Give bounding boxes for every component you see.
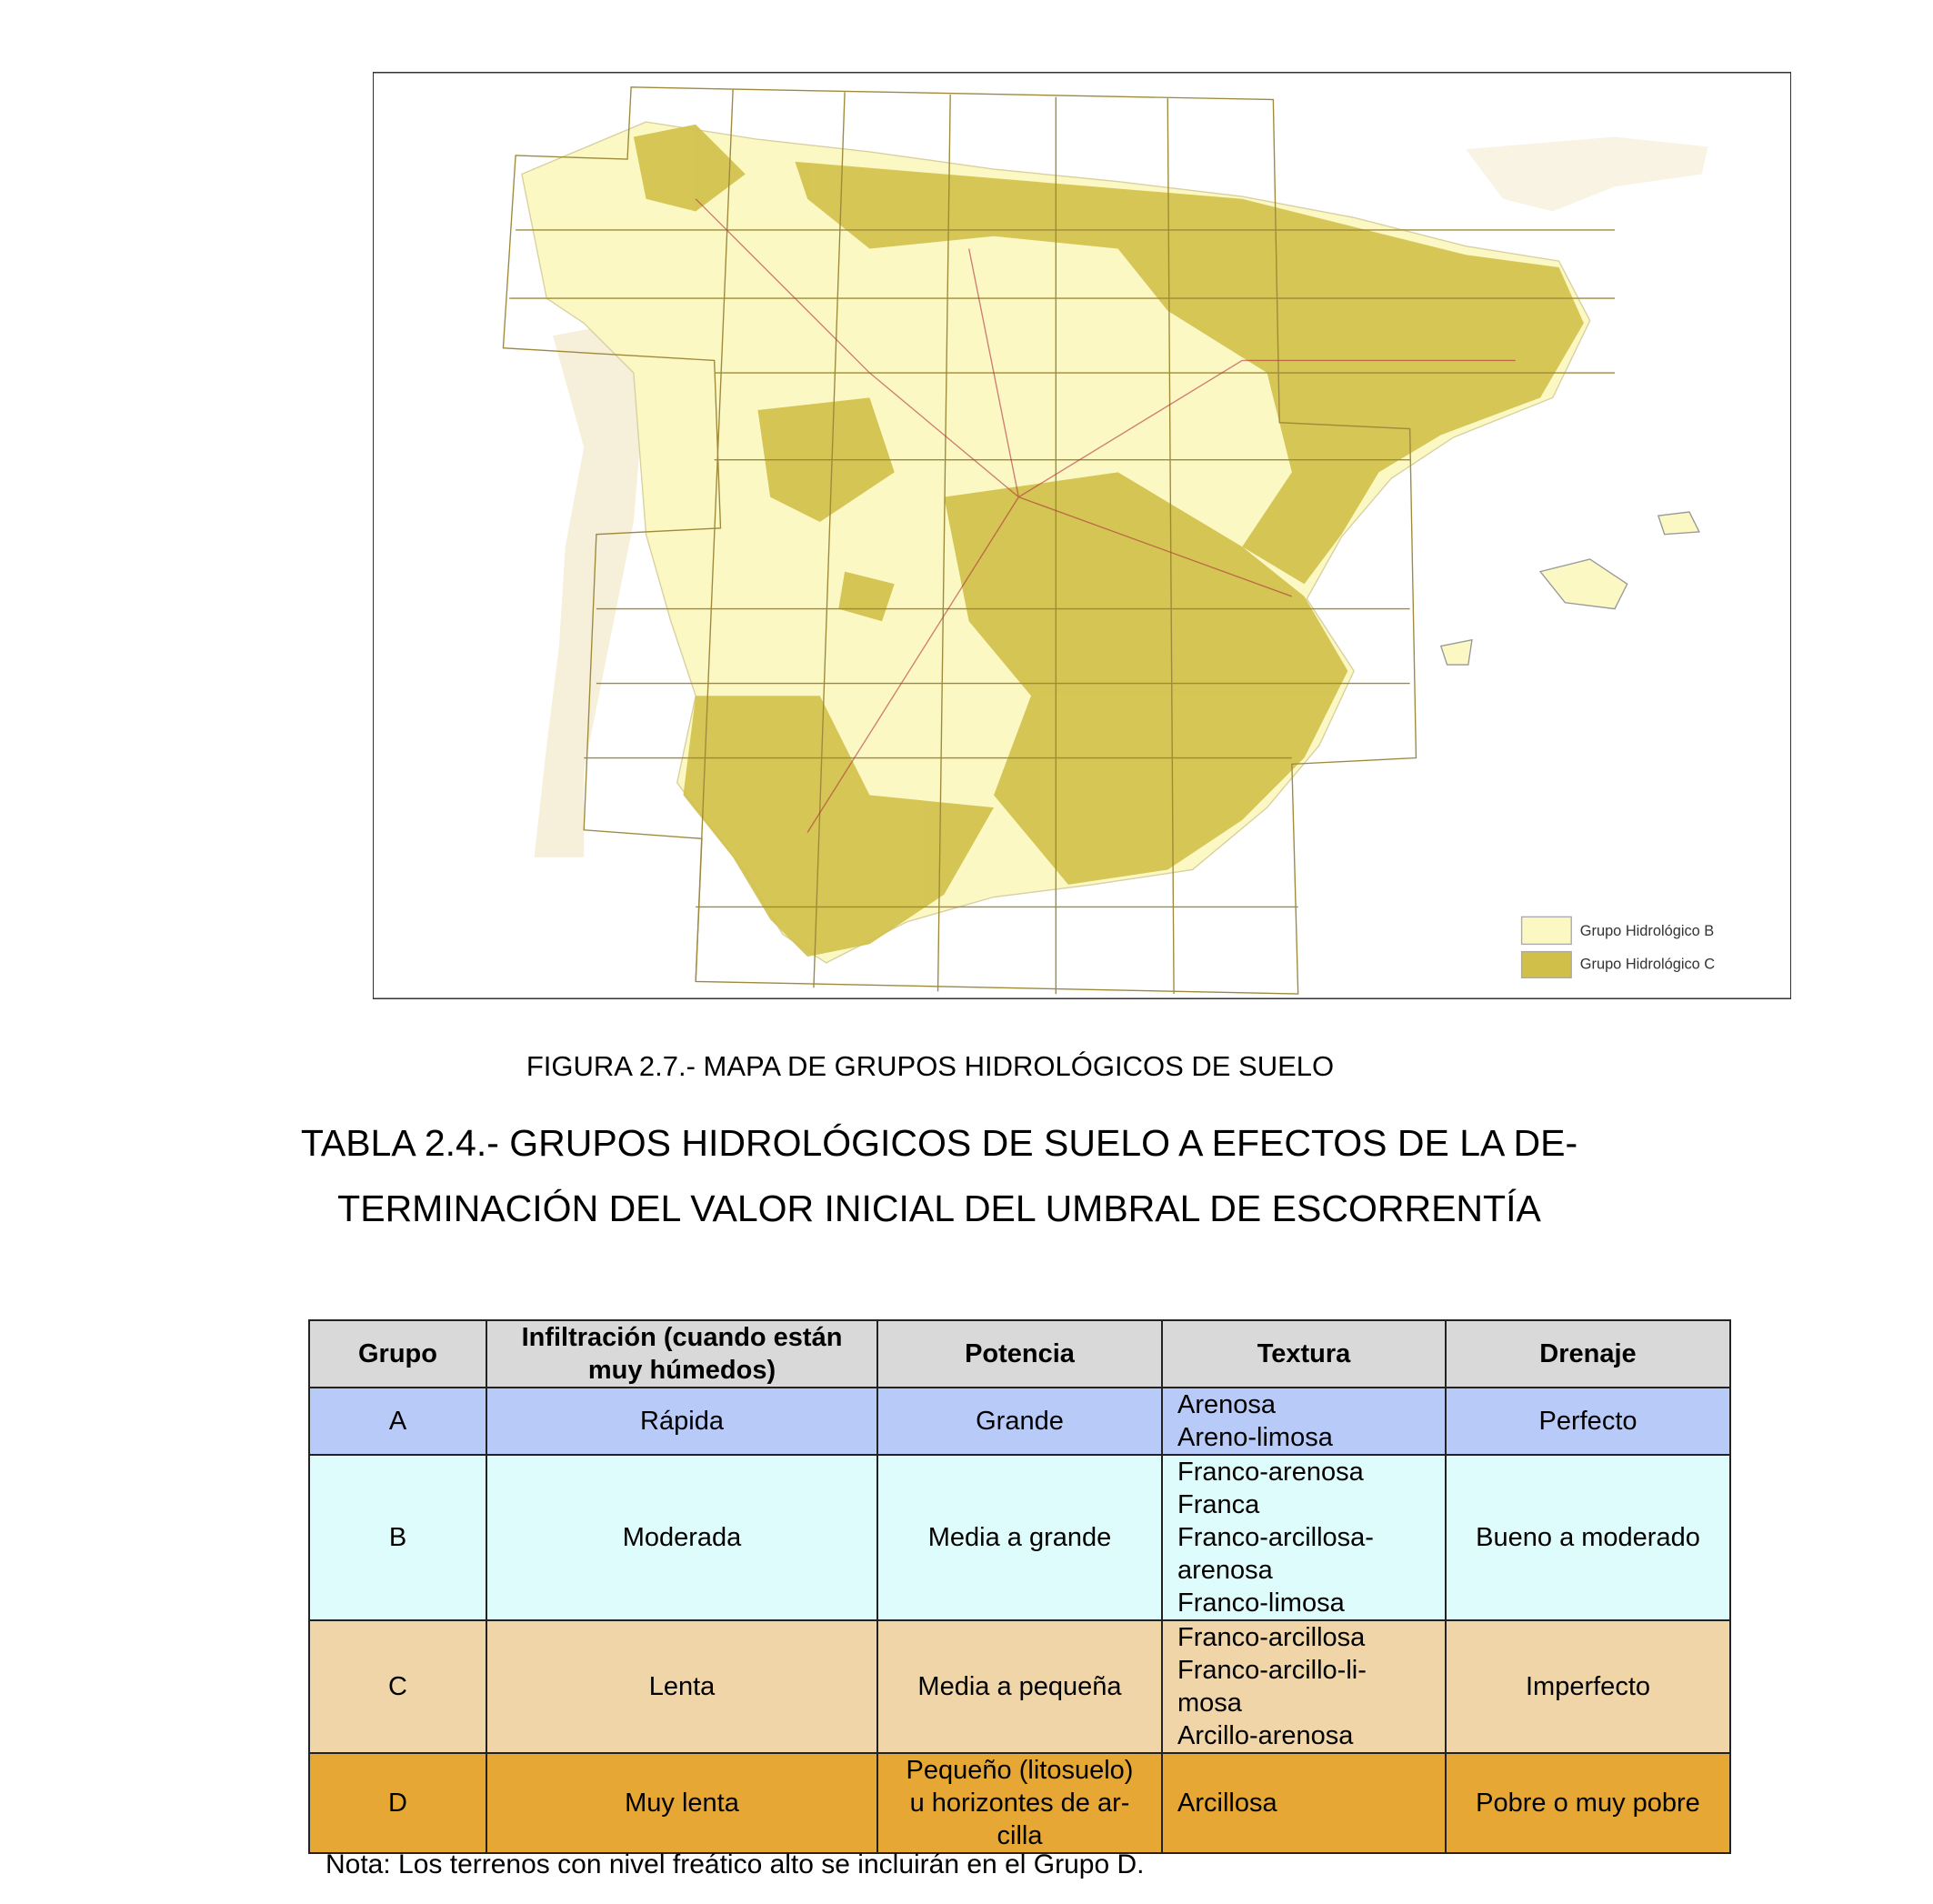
table-row: B Moderada Media a grande Franco-arenosa Fra…	[308, 1454, 1731, 1621]
table-title: TERMINACIÓN DEL VALOR INICIAL DEL UMBRAL…	[337, 1187, 1541, 1229]
cell-line: mosa	[1177, 1689, 1242, 1718]
table-cell: Pobre o muy pobre	[1445, 1752, 1731, 1854]
table-cell: B	[308, 1454, 487, 1621]
cell-line: Franco-arcillosa	[1177, 1623, 1366, 1652]
cell-line: Pequeño (litosuelo)	[906, 1756, 1134, 1785]
cell-line: u horizontes de ar-	[909, 1789, 1130, 1818]
table-cell: Franco-arenosa Franca Franco-arcillosa-are…	[1161, 1454, 1447, 1621]
table-cell: Rápida	[486, 1387, 878, 1456]
table-row: D Muy lenta Pequeño (litosuelo) u horizonte…	[308, 1752, 1731, 1854]
cell-line: Arcillo-arenosa	[1177, 1721, 1354, 1750]
header-cell: Textura	[1161, 1319, 1447, 1388]
table-cell: Media a pequeña	[876, 1619, 1163, 1754]
table-cell: Imperfecto	[1445, 1619, 1731, 1754]
legend-label: Grupo Hidrológico C	[1580, 957, 1716, 973]
figure-caption: FIGURA 2.7.- MAPA DE GRUPOS HIDROLÓGICOS…	[526, 1050, 1335, 1082]
table-cell: C	[308, 1619, 487, 1754]
map: Grupo Hidrológico B Grupo Hidrológico C	[373, 72, 1791, 999]
table-cell: Franco-arcillosa Franco-arcillo-li-mosa Ar…	[1161, 1619, 1447, 1754]
cell-line: Franco-arcillo-li-	[1177, 1656, 1367, 1685]
header-cell: Drenaje	[1445, 1319, 1731, 1388]
cell-line: Franco-arenosa	[1177, 1458, 1364, 1487]
table-note: Nota: Los terrenos con nivel freático al…	[326, 1849, 1145, 1879]
cell-line: Franco-arcillosa-	[1177, 1523, 1374, 1552]
cell-line: Arenosa	[1177, 1390, 1277, 1419]
legend-label: Grupo Hidrológico B	[1580, 923, 1715, 939]
table-row: A Rápida Grande Arenosa Areno-limosa Perfecto	[308, 1387, 1731, 1456]
header-row: Grupo Infiltración (cuando están muy húme…	[308, 1319, 1731, 1388]
table-cell: Arenosa Areno-limosa	[1161, 1387, 1447, 1456]
table: Grupo Infiltración (cuando están muy húme…	[308, 1319, 1731, 1854]
table-cell: Muy lenta	[486, 1752, 878, 1854]
table-title: TABLA 2.4.- GRUPOS HIDROLÓGICOS DE SUELO…	[300, 1122, 1578, 1164]
table-cell: Pequeño (litosuelo) u horizontes de ar-ci…	[876, 1752, 1163, 1854]
table-cell: Perfecto	[1445, 1387, 1731, 1456]
cell-line: Franca	[1177, 1490, 1260, 1519]
table-cell: A	[308, 1387, 487, 1456]
table-cell: Media a grande	[876, 1454, 1163, 1621]
table-cell: Grande	[876, 1387, 1163, 1456]
table-cell: D	[308, 1752, 487, 1854]
table-cell: Arcillosa	[1161, 1752, 1447, 1854]
table-cell: Bueno a moderado	[1445, 1454, 1731, 1621]
cell-line: cilla	[997, 1821, 1043, 1850]
cell-line: Areno-limosa	[1177, 1423, 1333, 1452]
table-cell: Lenta	[486, 1619, 878, 1754]
cell-line: Franco-limosa	[1177, 1588, 1345, 1618]
header-cell: Grupo	[308, 1319, 487, 1388]
table-row: C Lenta Media a pequeña Franco-arcillosa Fra…	[308, 1619, 1731, 1754]
table-cell: Moderada	[486, 1454, 878, 1621]
header-cell: Infiltración (cuando están muy húmedos)	[486, 1319, 878, 1388]
header-cell: Potencia	[876, 1319, 1163, 1388]
cell-line: arenosa	[1177, 1556, 1273, 1585]
